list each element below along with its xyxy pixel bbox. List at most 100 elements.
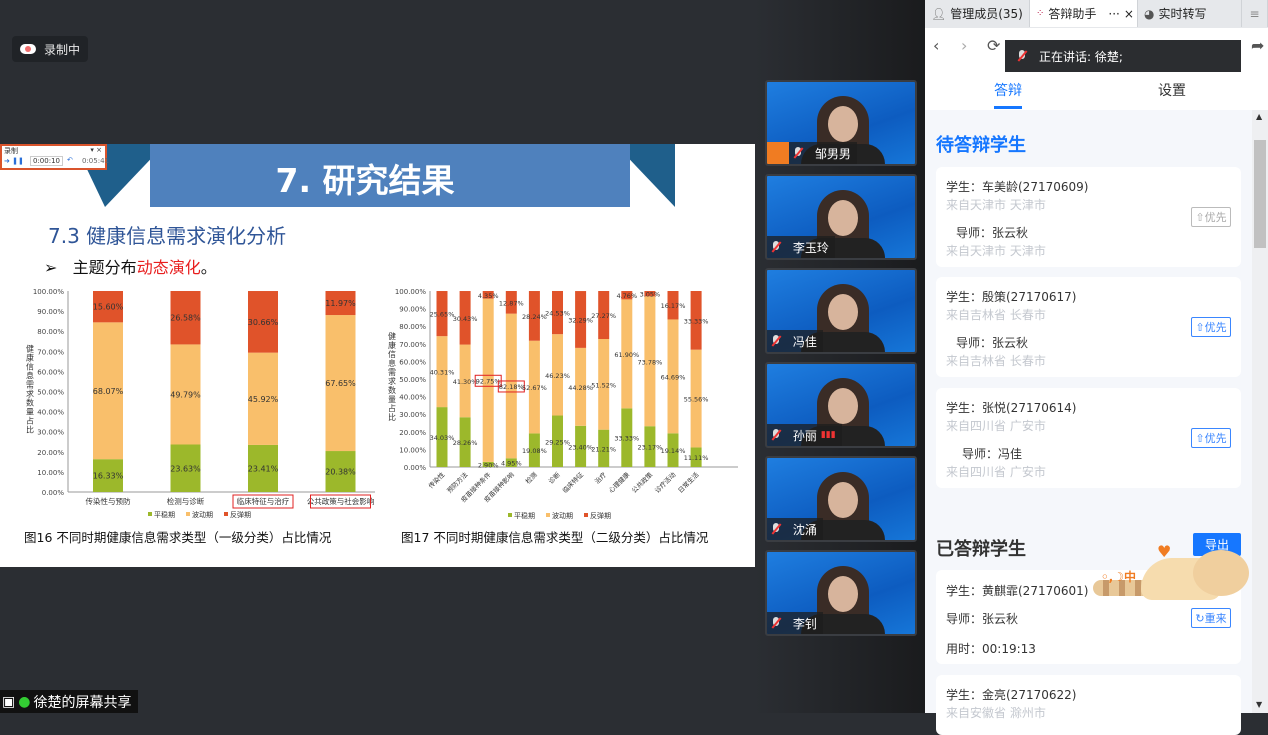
heart-icon: ♥ xyxy=(1157,542,1172,561)
bar-segment xyxy=(644,296,656,427)
mic-muted-icon xyxy=(771,617,781,629)
data-label: 4.76% xyxy=(616,292,637,300)
tab-transcription[interactable]: ◕ 实时转写 xyxy=(1138,0,1242,27)
refresh-icon[interactable]: ⟳ xyxy=(987,36,1001,55)
bar-segment xyxy=(667,319,679,434)
participant-video-tile[interactable]: 邹男男 xyxy=(765,80,917,166)
bar-segment xyxy=(528,291,540,341)
bar-segment xyxy=(621,408,633,467)
participant-video-tile[interactable]: 冯佳 xyxy=(765,268,917,354)
data-label: 4.35% xyxy=(478,292,499,300)
pending-title: 待答辩学生 xyxy=(936,135,1026,156)
participant-video-tile[interactable]: 李钊 xyxy=(765,550,917,636)
y-tick-label: 60.00% xyxy=(37,368,64,376)
y-tick-label: 50.00% xyxy=(399,376,426,384)
bar-segment xyxy=(505,458,517,467)
done-title: 已答辩学生 xyxy=(936,539,1026,560)
priority-button[interactable]: ⇧ 优先 xyxy=(1191,207,1231,227)
more-icon[interactable]: ··· xyxy=(1108,6,1120,21)
data-label: 82.18% xyxy=(499,383,524,391)
bar-segment xyxy=(93,322,123,460)
bar-segment xyxy=(575,347,587,426)
close-icon[interactable]: × xyxy=(1123,6,1134,21)
data-label: 19.08% xyxy=(522,447,547,455)
recording-widget[interactable]: 录制 ▾ × ➜ ❚❚ 0:00:10 ↶ 0:05:41 xyxy=(0,144,109,170)
host-icon xyxy=(767,142,789,164)
bar-segment xyxy=(598,338,610,430)
data-label: 51.52% xyxy=(591,381,616,389)
undo-icon[interactable]: ↶ xyxy=(67,156,73,164)
done-card: 学生：黄麒霏(27170601) 导师：张云秋 用时：00:19:13 ↻ 重来 xyxy=(936,570,1241,664)
done-card: 学生：金亮(27170622) 来自安徽省 滁州市 xyxy=(936,675,1241,735)
bar-segment xyxy=(436,291,448,337)
menu-icon[interactable]: ≡ xyxy=(1242,0,1268,27)
tab-label: 管理成员(35) xyxy=(950,7,1023,21)
y-tick-label: 90.00% xyxy=(37,308,64,316)
data-label: 52.67% xyxy=(522,384,547,392)
advisor-name: 导师：冯佳 xyxy=(962,447,1023,461)
legend-swatch xyxy=(148,512,152,516)
redo-label: 重来 xyxy=(1204,612,1227,625)
priority-button[interactable]: ⇧ 优先 xyxy=(1191,428,1231,448)
data-label: 25.65% xyxy=(430,311,455,319)
x-tick-label: 临床特征与治疗 xyxy=(237,496,290,506)
y-axis-label: 健康信息需求数量占比 xyxy=(388,331,396,422)
subtab-defense[interactable]: 答辩 xyxy=(994,83,1022,99)
redo-button[interactable]: ↻ 重来 xyxy=(1191,608,1231,628)
bar-segment xyxy=(552,290,563,335)
legend-swatch xyxy=(546,513,550,517)
recording-indicator[interactable]: 录制中 xyxy=(12,36,88,62)
bar-segment xyxy=(528,433,540,467)
tab-label: 答辩助手 xyxy=(1048,7,1097,21)
data-label: 73.78% xyxy=(638,358,663,366)
priority-button[interactable]: ⇧ 优先 xyxy=(1191,317,1231,337)
chart-level1: 0.00% 10.00% 20.00% 30.00% 40.00% 50.00% 60.00… xyxy=(24,288,375,545)
forward-icon[interactable]: › xyxy=(961,36,968,55)
mic-muted-icon xyxy=(793,147,803,159)
tab-members[interactable]: 👤︎ 管理成员(35) xyxy=(925,0,1030,27)
x-tick-label: 检测与诊断 xyxy=(167,496,205,506)
panel-tabs: 👤︎ 管理成员(35) ⁘ 答辩助手 ··· × ◕ 实时转写 ≡ xyxy=(925,0,1268,28)
data-label: 4.95% xyxy=(501,460,522,468)
legend-label: 平稳期 xyxy=(514,511,535,520)
participant-name: 李玉玲 xyxy=(792,240,829,255)
student-origin: 来自四川省 广安市 xyxy=(946,419,1046,433)
back-icon[interactable]: ‹ xyxy=(933,36,940,55)
rec-widget-label: 录制 xyxy=(4,147,18,155)
subtab-settings[interactable]: 设置 xyxy=(1158,83,1186,99)
scroll-up-icon[interactable]: ▲ xyxy=(1256,112,1263,121)
rec-widget-close[interactable]: ▾ × xyxy=(90,146,102,154)
data-label: 27.27% xyxy=(591,312,616,320)
screen-share-label: ▣ ● 徐楚的屏幕共享 xyxy=(0,690,138,713)
scroll-down-icon[interactable]: ▼ xyxy=(1256,700,1263,709)
legend-label: 平稳期 xyxy=(154,510,175,519)
priority-label: 优先 xyxy=(1204,321,1227,334)
recording-label: 录制中 xyxy=(44,42,81,57)
arrow-up-icon: ⇧ xyxy=(1195,431,1205,445)
participant-name: 邹男男 xyxy=(814,146,851,161)
x-tick-label: 诊疗活动 xyxy=(653,470,678,495)
slide-title: 7. 研究结果 xyxy=(275,161,455,200)
bar-segment xyxy=(325,315,356,452)
highlight-box xyxy=(310,494,371,509)
bar-segment xyxy=(575,291,587,348)
pending-card: 学生：车美龄(27170609) 来自天津市 天津市 导师：张云秋 来自天津市 … xyxy=(936,167,1241,267)
participant-video-tile[interactable]: 沈涌 xyxy=(765,456,917,542)
participant-nameplate: 沈涌 xyxy=(767,518,823,540)
x-tick-label: 临床特征 xyxy=(560,470,585,495)
priority-label: 优先 xyxy=(1204,211,1227,224)
bar-segment xyxy=(482,461,494,467)
pause-icon[interactable]: ➜ ❚❚ xyxy=(4,157,24,165)
scrollbar[interactable] xyxy=(1252,110,1268,713)
nav-bar: ‹ › ⟳ 正在讲话: 徐楚; ➦ 答辩 设置 xyxy=(925,28,1268,110)
scrollbar-thumb[interactable] xyxy=(1254,140,1266,248)
participant-video-tile[interactable]: 李玉玲 xyxy=(765,174,917,260)
mic-muted-icon xyxy=(1017,50,1027,62)
tab-defense-assistant[interactable]: ⁘ 答辩助手 ··· × xyxy=(1030,0,1138,27)
data-label: 11.11% xyxy=(684,454,709,462)
x-tick-label: 传染性与预防 xyxy=(86,496,131,506)
share-icon[interactable]: ➦ xyxy=(1251,36,1265,55)
speaking-indicator: 正在讲话: 徐楚; xyxy=(1005,40,1241,72)
participant-video-tile[interactable]: 孙丽 ▮▮▮ xyxy=(765,362,917,448)
person-icon: 👤︎ xyxy=(931,6,947,21)
